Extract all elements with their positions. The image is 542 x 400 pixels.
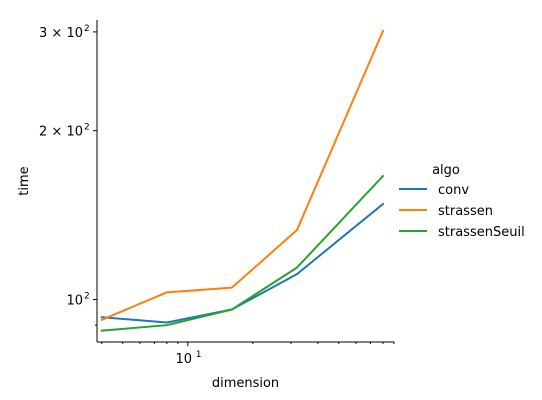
y-tick-label: 2 × 10 2	[39, 123, 90, 140]
legend-label-conv: conv	[438, 183, 469, 198]
legend-items: conv strassen strassenSeuil	[399, 183, 525, 240]
legend-title: algo	[432, 163, 460, 178]
y-tick-label-base: 3 × 10	[39, 26, 83, 41]
legend: algo conv strassen strassenSeuil	[399, 163, 525, 240]
y-tick-label-base: 2 × 10	[39, 125, 83, 140]
y-tick-label-base: 10	[66, 294, 83, 309]
series-line-strassenSeuil	[100, 174, 385, 332]
x-tick-exponent: 1	[196, 350, 202, 360]
y-tick-exponent: 2	[84, 123, 90, 133]
y-tick-label: 10 2	[66, 292, 89, 309]
series-line-strassen	[100, 29, 385, 322]
series-lines	[100, 29, 385, 332]
ticks: 10 110 22 × 10 23 × 10 2	[39, 24, 395, 367]
legend-label-strassenSeuil: strassenSeuil	[438, 225, 525, 240]
y-axis-label: time	[17, 166, 32, 195]
axes	[96, 20, 394, 343]
y-tick-label: 3 × 10 2	[39, 24, 90, 41]
y-tick-exponent: 2	[84, 292, 90, 302]
legend-label-strassen: strassen	[438, 204, 493, 219]
x-axis-label: dimension	[212, 376, 279, 391]
x-tick-label: 10	[176, 352, 193, 367]
y-tick-exponent: 2	[84, 24, 90, 34]
